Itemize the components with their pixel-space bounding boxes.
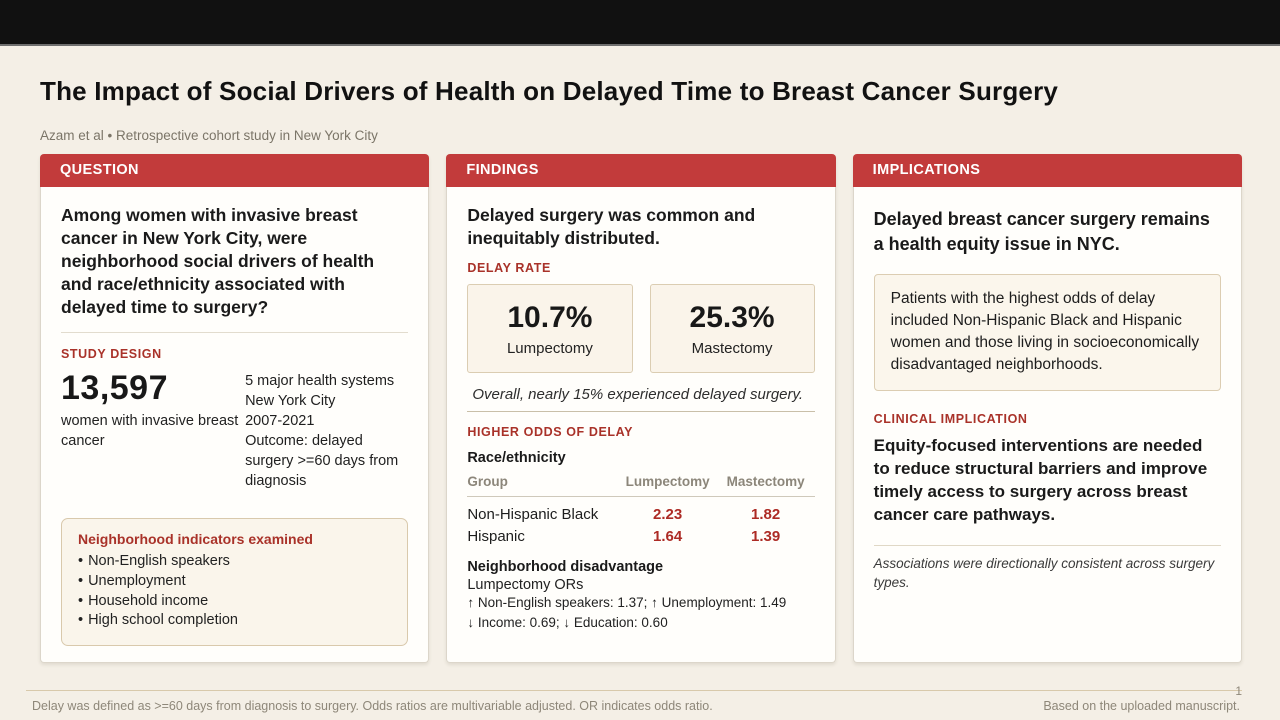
overall-note: Overall, nearly 15% experienced delayed … (472, 386, 804, 404)
table-body: Non-Hispanic Black 2.23 1.82 Hispanic 1.… (467, 497, 814, 545)
implications-headline: Delayed breast cancer surgery remains a … (873, 209, 1210, 254)
row-group-label: Non-Hispanic Black (467, 506, 599, 524)
top-black-bar (0, 0, 1280, 46)
table-row: Non-Hispanic Black 2.23 1.82 (467, 506, 814, 523)
delay-rate-label: DELAY RATE (467, 261, 551, 276)
race-ethnicity-title: Race/ethnicity (467, 450, 566, 467)
bullet-icon: • (78, 612, 84, 629)
question-card-header: QUESTION (40, 154, 430, 187)
indicators-title: Neighborhood indicators examined (78, 531, 313, 548)
footer: Delay was defined as >=60 days from diag… (32, 699, 1240, 713)
study-meta-line: Outcome: delayed surgery >=60 days from … (245, 433, 399, 490)
page-number: 1 (1235, 684, 1242, 698)
indicator-label: High school completion (88, 612, 238, 629)
indicators-list: • Non-English speakers • Unemployment • Hou… (78, 552, 391, 630)
implications-card: IMPLICATIONS Delayed breast cancer surge… (852, 154, 1242, 663)
row-lumpectomy-value: 2.23 (653, 506, 683, 524)
lumpectomy-ors-subtitle: Lumpectomy ORs (467, 577, 584, 594)
page-title: The Impact of Social Drivers of Health o… (40, 76, 1059, 106)
page-subtitle: Azam et al • Retrospective cohort study … (40, 128, 378, 143)
study-design-section: 13,597 women with invasive breast cancer… (61, 369, 408, 491)
odds-ratio-table: Group Lumpectomy Mastectomy Non-Hispanic… (467, 474, 815, 545)
clinical-implication-text: Equity-focused interventions are needed … (873, 435, 1208, 524)
implications-card-header: IMPLICATIONS (852, 154, 1242, 187)
cohort-size-block: 13,597 women with invasive breast cancer (61, 369, 245, 491)
list-item: • Non-English speakers (78, 552, 391, 572)
neighborhood-or-line: ↑ Non-English speakers: 1.37; ↑ Unemploy… (467, 595, 787, 611)
column-header-lumpectomy: Lumpectomy (625, 474, 710, 490)
bullet-icon: • (78, 592, 84, 609)
list-item: • High school completion (78, 611, 391, 631)
question-text: Among women with invasive breast cancer … (61, 205, 375, 318)
row-group-label: Hispanic (467, 528, 525, 546)
findings-headline: Delayed surgery was common and inequitab… (467, 205, 756, 249)
indicator-label: Non-English speakers (88, 553, 230, 570)
higher-odds-label: HIGHER ODDS OF DELAY (467, 425, 634, 440)
bullet-icon: • (78, 573, 84, 590)
columns-container: QUESTION Among women with invasive breas… (40, 154, 1242, 663)
findings-card-header: FINDINGS (446, 154, 836, 187)
stat-box-lumpectomy: 10.7% Lumpectomy (467, 284, 633, 374)
study-design-label: STUDY DESIGN (61, 347, 162, 362)
footer-divider (26, 689, 1242, 691)
question-card: QUESTION Among women with invasive breas… (40, 154, 430, 663)
row-mastectomy-value: 1.39 (751, 528, 781, 546)
stat-box-mastectomy: 25.3% Mastectomy (649, 284, 815, 374)
study-meta-block: 5 major health systems New York City 200… (245, 369, 408, 491)
indicator-label: Household income (88, 592, 209, 609)
list-item: • Unemployment (78, 572, 391, 592)
stat-label: Lumpectomy (506, 340, 593, 358)
implications-card-body: Delayed breast cancer surgery remains a … (852, 187, 1242, 663)
overall-divider (467, 411, 815, 413)
implications-footnote: Associations were directionally consiste… (873, 556, 1215, 590)
row-lumpectomy-value: 1.64 (653, 528, 683, 546)
stat-value: 25.3% (689, 301, 775, 335)
bullet-icon: • (78, 553, 84, 570)
column-header-mastectomy: Mastectomy (726, 474, 805, 490)
column-header-group: Group (467, 474, 508, 490)
question-card-body: Among women with invasive breast cancer … (40, 187, 430, 663)
stat-label: Mastectomy (691, 340, 773, 358)
study-meta-line: New York City (245, 393, 336, 410)
implications-divider (873, 545, 1221, 547)
table-row: Hispanic 1.64 1.39 (467, 528, 814, 545)
question-divider (61, 332, 409, 334)
cohort-n: 13,597 (61, 369, 168, 408)
neighborhood-or-line: ↓ Income: 0.69; ↓ Education: 0.60 (467, 615, 668, 631)
stat-value: 10.7% (507, 301, 593, 335)
row-mastectomy-value: 1.82 (751, 506, 781, 524)
footer-source: Based on the uploaded manuscript. (1043, 698, 1240, 713)
list-item: • Household income (78, 592, 391, 612)
delay-rate-stats: 10.7% Lumpectomy 25.3% Mastectomy (467, 284, 815, 374)
findings-card-body: Delayed surgery was common and inequitab… (446, 187, 836, 663)
clinical-implication-label: CLINICAL IMPLICATION (873, 411, 1028, 426)
indicator-label: Unemployment (88, 573, 186, 590)
study-meta-line: 5 major health systems (245, 373, 395, 390)
highlight-box: Patients with the highest odds of delay … (873, 273, 1221, 391)
neighborhood-indicators-box: Neighborhood indicators examined • Non-En… (61, 518, 409, 646)
neighborhood-disadvantage-title: Neighborhood disadvantage (467, 559, 664, 576)
footer-note: Delay was defined as >=60 days from diag… (32, 698, 713, 713)
study-meta-line: 2007-2021 (245, 413, 315, 430)
cohort-caption: women with invasive breast cancer (61, 413, 239, 449)
findings-card: FINDINGS Delayed surgery was common and … (446, 154, 836, 663)
table-header-row: Group Lumpectomy Mastectomy (467, 474, 815, 498)
